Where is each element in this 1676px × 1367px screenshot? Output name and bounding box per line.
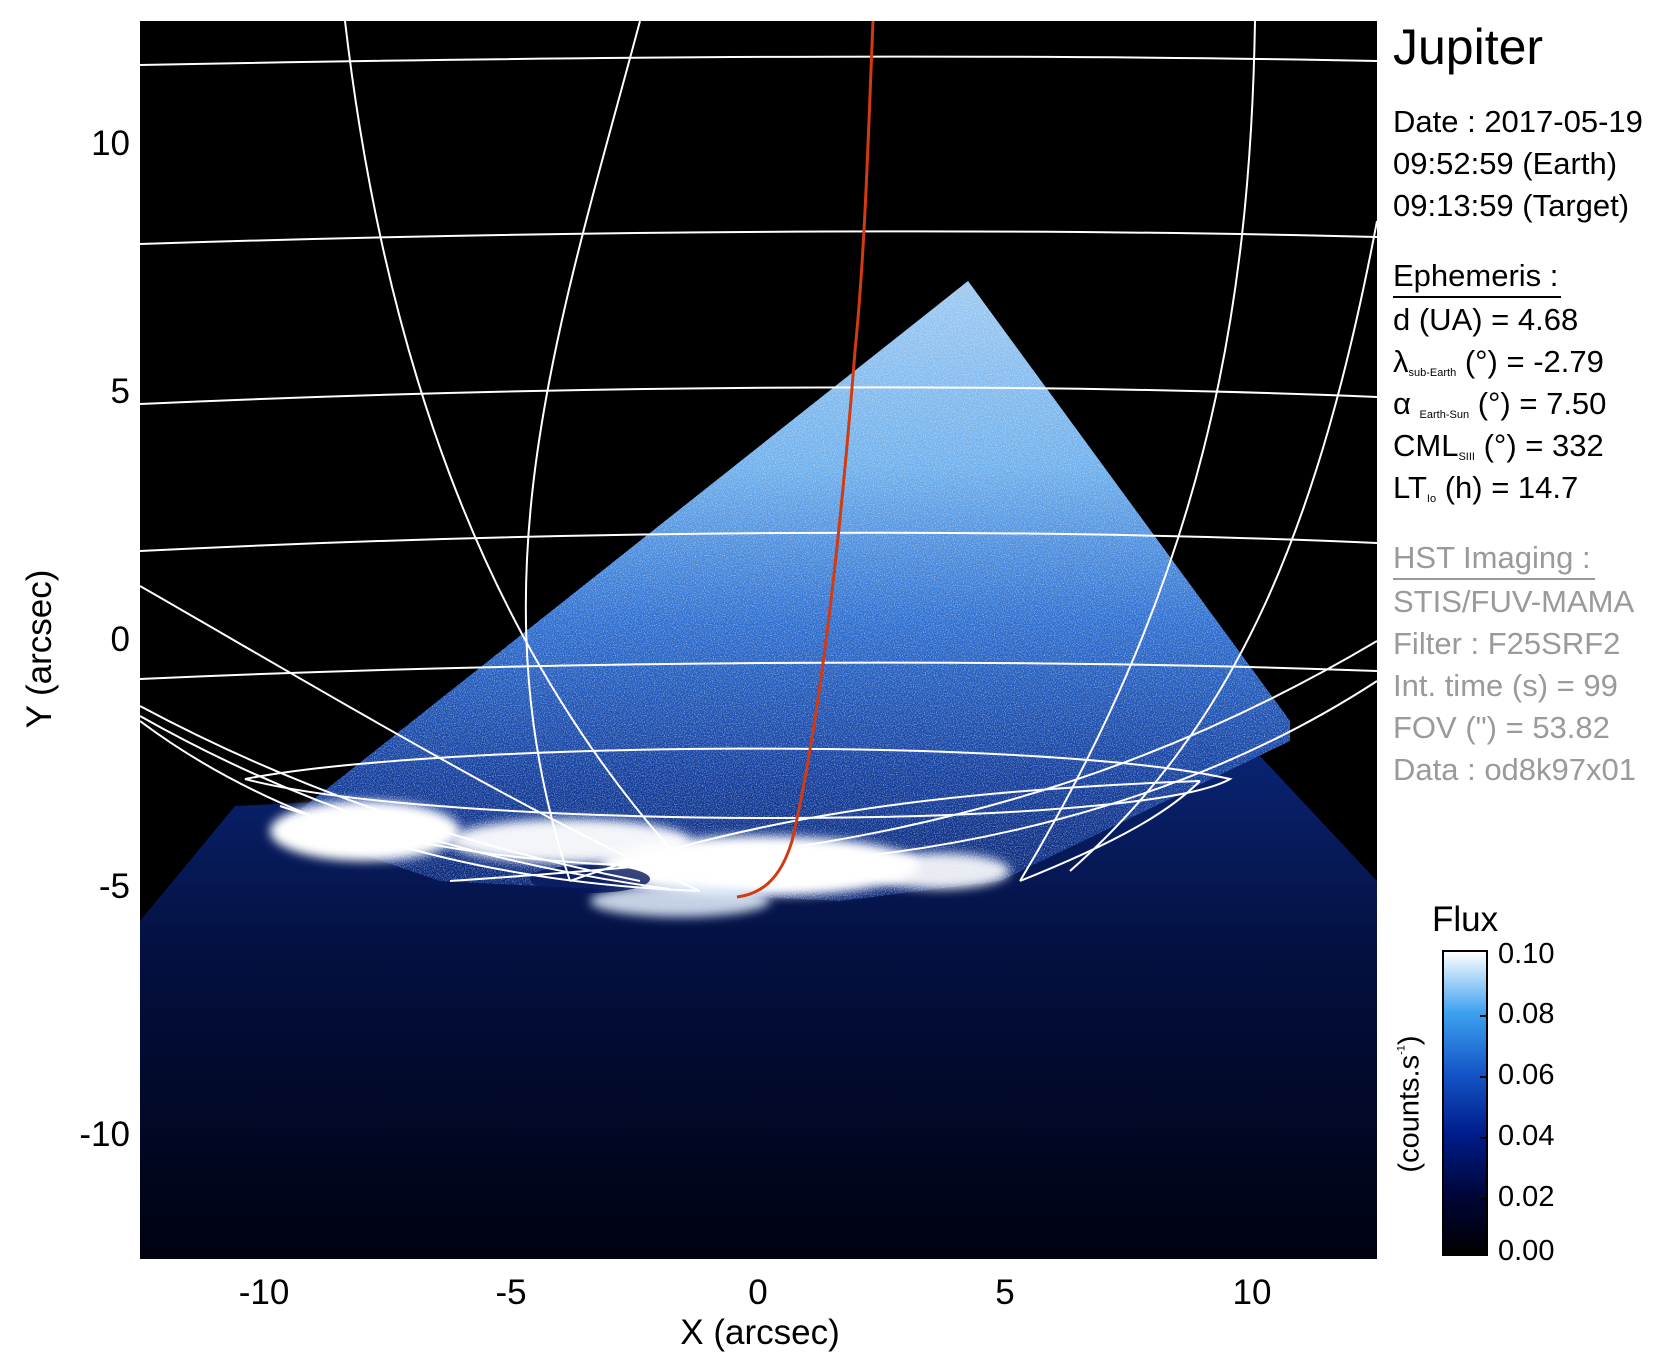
longitude-line: [140, 705, 641, 882]
lat-lon-grid: [140, 21, 1377, 892]
x-tick-label: 5: [995, 1273, 1015, 1312]
colorbar-tick-mark: [1480, 1076, 1488, 1078]
target-name: Jupiter: [1393, 19, 1544, 75]
fov-wedge-noise: [280, 281, 1290, 901]
ephemeris-cml: CMLSIII (°) = 332: [1393, 428, 1604, 464]
io-footprint-track: [736, 21, 875, 899]
colorbar-tick-mark: [1480, 1137, 1488, 1139]
colorbar-tick-label: 0.04: [1498, 1120, 1555, 1152]
longitude-line: [140, 585, 701, 892]
y-tick-label: 0: [110, 620, 130, 659]
hst-fov: FOV (") = 53.82: [1393, 710, 1610, 745]
hst-instrument: STIS/FUV-MAMA: [1393, 584, 1635, 619]
longitude-line: [449, 640, 1377, 882]
ephemeris-underline: [1393, 296, 1561, 298]
colorbar-tick-mark: [1480, 1198, 1488, 1200]
colorbar-tick-mark: [1480, 1015, 1488, 1017]
colorbar-tick-label: 0.08: [1498, 998, 1555, 1030]
colorbar-tick-label: 0.06: [1498, 1059, 1555, 1091]
ephemeris-heading: Ephemeris :: [1393, 258, 1559, 293]
latitude-line: [140, 661, 1377, 680]
longitude-line: [569, 780, 1201, 882]
colorbar-unit: (counts.s-1): [1394, 1035, 1427, 1172]
y-tick-label: 10: [91, 124, 130, 163]
lt-value: (h) = 14.7: [1444, 470, 1579, 505]
latitude-subscript: sub-Earth: [1408, 367, 1457, 379]
lt-subscript: Io: [1426, 493, 1437, 505]
ephemeris-sub-earth-latitude: λsub-Earth (°) = -2.79: [1393, 344, 1604, 380]
latitude-line: [140, 386, 1377, 405]
latitude-line: [279, 680, 1377, 868]
longitude-line: [1019, 21, 1256, 882]
phase-subscript: Earth-Sun: [1419, 409, 1470, 421]
hst-underline: [1393, 578, 1595, 580]
colorbar-tick-label: 0.02: [1498, 1181, 1555, 1213]
colorbar: [1442, 950, 1488, 1256]
latitude-line: [140, 230, 1377, 245]
phase-value: (°) = 7.50: [1477, 386, 1607, 421]
x-tick-label: 10: [1232, 1273, 1272, 1312]
y-axis-label: Y (arcsec): [20, 569, 59, 729]
colorbar-tick-label: 0.10: [1498, 938, 1555, 970]
longitude-line: [344, 21, 701, 882]
ephemeris-local-time: LTIo (h) = 14.7: [1393, 470, 1578, 506]
latitude-value: (°) = -2.79: [1464, 344, 1604, 379]
latitude-line: [140, 55, 1377, 66]
background-haze: [140, 756, 1377, 1259]
y-tick-label: -5: [98, 867, 130, 906]
latitude-symbol: λ: [1393, 344, 1409, 379]
observation-date: Date : 2017-05-19: [1393, 104, 1643, 139]
observation-time-target: 09:13:59 (Target): [1393, 188, 1630, 223]
longitude-line: [1019, 780, 1201, 882]
hst-data-id: Data : od8k97x01: [1393, 752, 1637, 787]
x-tick-label: -5: [495, 1273, 527, 1312]
longitude-line: [1069, 220, 1377, 872]
latitude-line: [140, 531, 1377, 552]
longitude-line: [524, 21, 641, 882]
hst-int-time: Int. time (s) = 99: [1393, 668, 1618, 703]
colorbar-unit-main: (counts.s: [1393, 1054, 1426, 1173]
ephemeris-phase-angle: α Earth-Sun (°) = 7.50: [1393, 386, 1606, 422]
auroral-image-panel: [140, 21, 1377, 1259]
colorbar-unit-close: ): [1393, 1035, 1426, 1046]
latitude-line: [140, 720, 701, 892]
ephemeris-distance: d (UA) = 4.68: [1393, 302, 1579, 337]
latitude-line: [244, 747, 1233, 819]
hst-heading: HST Imaging :: [1393, 540, 1591, 575]
y-tick-label: 5: [110, 372, 130, 411]
y-tick-label: -10: [79, 1115, 130, 1154]
cml-subscript: SIII: [1458, 451, 1475, 463]
colorbar-title: Flux: [1432, 900, 1499, 939]
hst-filter: Filter : F25SRF2: [1393, 626, 1621, 661]
cml-label: CML: [1393, 428, 1459, 463]
x-axis-label: X (arcsec): [680, 1313, 840, 1352]
colorbar-unit-exponent: -1: [1395, 1045, 1408, 1055]
auroral-image: [140, 21, 1377, 1259]
cml-value: (°) = 332: [1483, 428, 1604, 463]
phase-symbol: α: [1393, 386, 1411, 421]
lt-label: LT: [1393, 470, 1427, 505]
observation-time-earth: 09:52:59 (Earth): [1393, 146, 1618, 181]
x-tick-label: 0: [748, 1273, 768, 1312]
colorbar-tick-label: 0.00: [1498, 1235, 1555, 1267]
x-tick-label: -10: [238, 1273, 290, 1312]
